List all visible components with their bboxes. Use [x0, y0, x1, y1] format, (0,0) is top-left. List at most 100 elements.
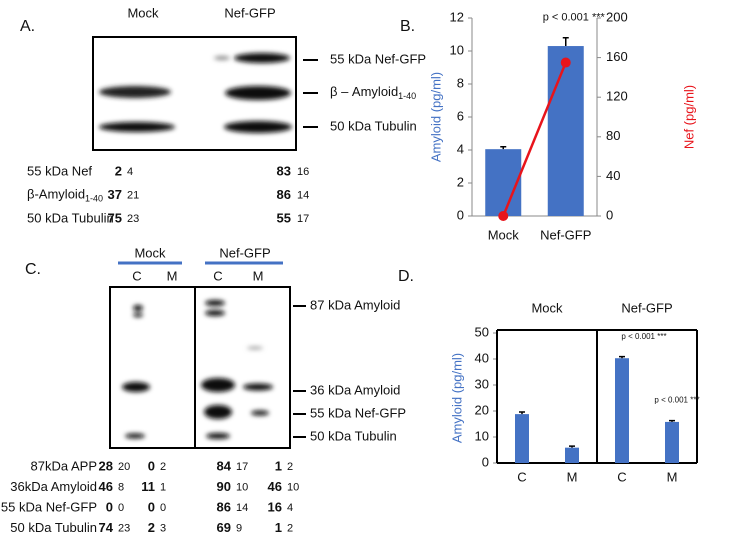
- text-part: β – Amyloid: [330, 84, 398, 99]
- row-label: 36kDa Amyloid: [10, 479, 97, 494]
- y-tick-label: 10: [450, 42, 464, 57]
- quant-value: 9: [236, 522, 242, 534]
- quant-value: 1: [275, 520, 282, 535]
- y2-tick-label: 80: [606, 128, 620, 143]
- quant-value: 4: [287, 502, 293, 514]
- annotation: p < 0.001 ***: [621, 332, 666, 341]
- x-tick-label: Nef-GFP: [540, 227, 591, 242]
- x-tick-label: C: [517, 469, 526, 484]
- y-tick-label: 20: [475, 402, 489, 417]
- error-bar: [669, 419, 675, 422]
- quant-value: 0: [106, 499, 113, 514]
- row-label: 55 kDa Nef-GFP: [1, 499, 97, 514]
- y-tick-label: 4: [457, 141, 464, 156]
- lane-label: C: [213, 268, 222, 283]
- y-tick-label: 10: [475, 428, 489, 443]
- blot-c: [109, 261, 306, 449]
- error-bar: [500, 145, 507, 150]
- annotation: p < 0.001 ***: [654, 396, 699, 405]
- panel-label: D.: [398, 268, 414, 285]
- quant-value: 55: [277, 210, 291, 225]
- bar: [485, 149, 522, 216]
- quant-value: 2: [160, 461, 166, 473]
- y2-tick-label: 120: [606, 89, 628, 104]
- lane-label: M: [167, 268, 178, 283]
- error-bar: [569, 445, 575, 448]
- quant-value: 75: [108, 210, 122, 225]
- quant-value: 46: [99, 479, 113, 494]
- row-label: β-Amyloid1-40: [27, 187, 103, 204]
- y2-tick-label: 40: [606, 168, 620, 183]
- quant-value: 37: [108, 187, 122, 202]
- y-tick-label: 8: [457, 75, 464, 90]
- y-tick-label: 2: [457, 174, 464, 189]
- point: [560, 57, 571, 68]
- annotation: p < 0.001 ***: [543, 12, 606, 24]
- group-header: Mock: [134, 245, 166, 260]
- row-label: 55 kDa Nef: [27, 163, 92, 178]
- group-label: Nef-GFP: [621, 300, 672, 315]
- text-part: β-Amyloid: [27, 187, 85, 202]
- lane-header: Nef-GFP: [224, 5, 275, 20]
- quant-value: 20: [118, 461, 130, 473]
- y2-tick-label: 200: [606, 9, 628, 24]
- y-tick-label: 50: [475, 324, 489, 339]
- quant-value: 10: [287, 481, 299, 493]
- x-tick-label: Mock: [488, 227, 520, 242]
- band-label: β – Amyloid1-40: [330, 84, 416, 101]
- quant-value: 16: [268, 499, 282, 514]
- quant-value: 90: [217, 479, 231, 494]
- band-label: 87 kDa Amyloid: [310, 297, 400, 312]
- quant-value: 74: [99, 520, 114, 535]
- quant-value: 2: [148, 520, 155, 535]
- y-tick-label: 0: [457, 207, 464, 222]
- quant-value: 14: [236, 502, 248, 514]
- quant-value: 0: [148, 499, 155, 514]
- quant-value: 83: [277, 163, 291, 178]
- x-tick-label: M: [567, 469, 578, 484]
- blot-a: [92, 36, 318, 151]
- quant-value: 0: [148, 458, 155, 473]
- quant-value: 84: [217, 458, 232, 473]
- row-label: 87kDa APP: [31, 458, 98, 473]
- y-axis-title: Amyloid (pg/ml): [449, 353, 464, 443]
- y-tick-label: 0: [482, 454, 489, 469]
- y2-axis-title: Nef (pg/ml): [681, 85, 696, 149]
- quant-value: 2: [115, 163, 122, 178]
- quant-value: 69: [217, 520, 231, 535]
- band-label: 36 kDa Amyloid: [310, 382, 400, 397]
- error-bar: [619, 355, 625, 359]
- band-label: 50 kDa Tubulin: [310, 428, 397, 443]
- panel-label: C.: [25, 261, 41, 278]
- quant-value: 3: [160, 522, 166, 534]
- subscript: 1-40: [85, 194, 103, 204]
- quant-value: 17: [297, 213, 309, 225]
- group-label: Mock: [531, 300, 563, 315]
- group-header: Nef-GFP: [219, 245, 270, 260]
- quant-value: 11: [141, 479, 155, 494]
- lane-label: M: [253, 268, 264, 283]
- bar: [565, 447, 579, 463]
- bar: [665, 421, 679, 463]
- y-tick-label: 30: [475, 376, 489, 391]
- panel-label: A.: [20, 18, 35, 35]
- quant-value: 1: [275, 458, 282, 473]
- x-tick-label: C: [617, 469, 626, 484]
- quant-value: 4: [127, 166, 133, 178]
- bar: [515, 414, 529, 463]
- y-tick-label: 12: [450, 9, 464, 24]
- quant-value: 23: [127, 213, 139, 225]
- panel-label: B.: [400, 18, 415, 35]
- quant-value: 0: [160, 502, 166, 514]
- line: [502, 62, 567, 217]
- row-label: 50 kDa Tubulin: [27, 210, 114, 225]
- subscript: 1-40: [398, 91, 416, 101]
- quant-value: 86: [217, 499, 231, 514]
- y-tick-label: 40: [475, 350, 489, 365]
- quant-value: 23: [118, 522, 130, 534]
- point: [498, 211, 509, 221]
- x-tick-label: M: [667, 469, 678, 484]
- band-label: 50 kDa Tubulin: [330, 118, 417, 133]
- quant-value: 16: [297, 166, 309, 178]
- quant-value: 46: [268, 479, 282, 494]
